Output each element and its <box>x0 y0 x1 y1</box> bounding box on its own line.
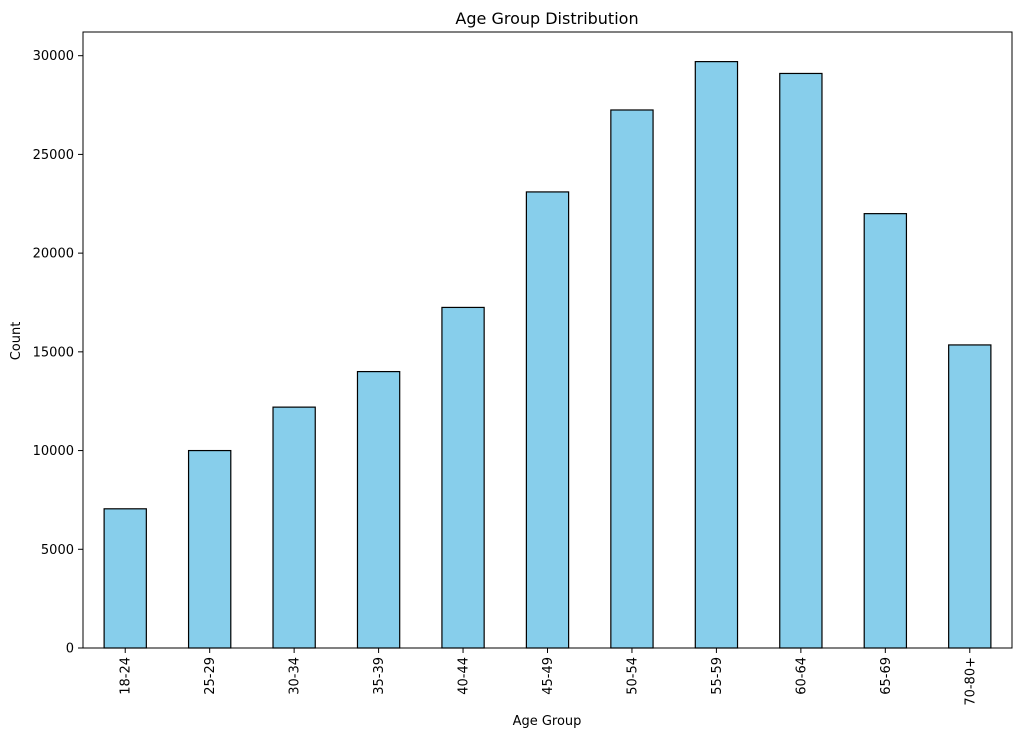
bar-60-64 <box>779 72 823 649</box>
bar-40-44 <box>441 306 485 649</box>
bar-65-69 <box>863 213 908 649</box>
y-tick-label: 20000 <box>33 247 74 262</box>
bar-18-24 <box>103 508 147 649</box>
bar-55-59 <box>694 61 739 649</box>
x-tick-label: 30-34 <box>288 657 303 695</box>
chart-title: Age Group Distribution <box>455 9 638 28</box>
x-axis-label: Age Group <box>513 714 582 729</box>
y-axis-label: Count <box>9 322 24 361</box>
y-tick-label: 25000 <box>33 148 74 163</box>
plot-frame <box>82 31 1013 649</box>
x-tick-label: 25-29 <box>203 657 218 695</box>
y-tick-label: 15000 <box>33 345 74 360</box>
x-tick-label: 70-80+ <box>963 657 978 706</box>
bar-70-80+ <box>948 344 992 649</box>
y-tick-label: 5000 <box>41 543 74 558</box>
x-axis: 18-24 25-29 30-34 35-39 40-44 45-49 50-54 55-59… <box>119 648 978 706</box>
y-tick-label: 0 <box>66 642 74 657</box>
x-tick-label: 60-64 <box>794 657 809 695</box>
x-tick-label: 18-24 <box>119 657 134 695</box>
y-tick-label: 10000 <box>33 444 74 459</box>
bar-30-34 <box>272 406 316 649</box>
bars <box>103 61 992 649</box>
bar-45-49 <box>525 191 570 649</box>
x-tick-label: 35-39 <box>372 657 387 695</box>
bar-25-29 <box>187 449 232 649</box>
bar-35-39 <box>356 370 401 649</box>
bar-50-54 <box>610 109 654 649</box>
x-tick-label: 40-44 <box>457 657 472 695</box>
x-tick-label: 55-59 <box>710 657 725 695</box>
x-tick-label: 45-49 <box>541 657 556 695</box>
y-axis: 0 5000 10000 15000 20000 25000 30000 <box>33 49 83 657</box>
y-tick-label: 30000 <box>33 49 74 64</box>
x-tick-label: 50-54 <box>625 657 640 695</box>
x-tick-label: 65-69 <box>879 657 894 695</box>
